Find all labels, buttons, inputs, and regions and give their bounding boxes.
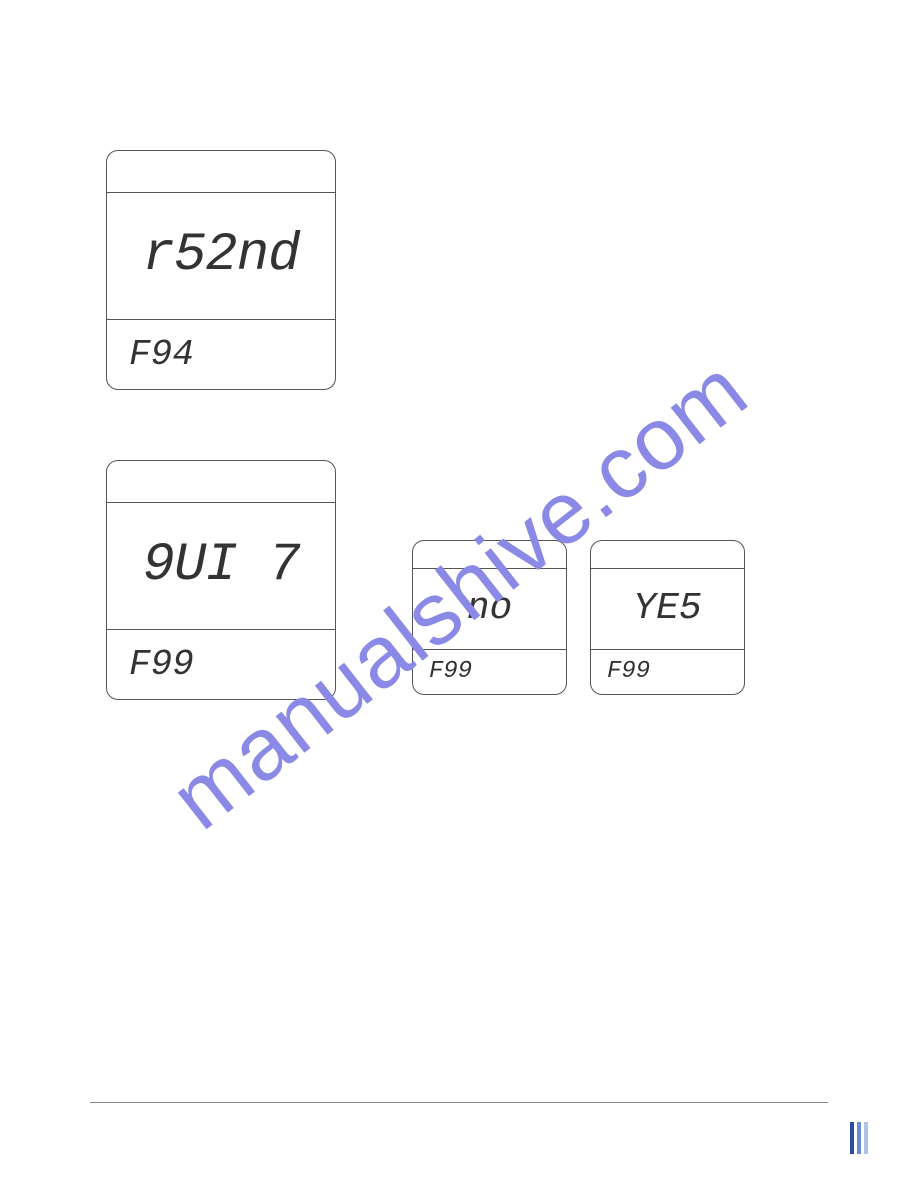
lcd-screen-no: no F99	[412, 540, 567, 695]
lcd-screen-quit: 9UI 7 F99	[106, 460, 336, 700]
lcd-top-band	[107, 461, 335, 503]
lcd-function-label: F99	[591, 650, 744, 694]
lcd-function-label: F94	[107, 320, 335, 389]
page-marker-bar	[857, 1122, 861, 1154]
footer-rule	[90, 1102, 828, 1103]
lcd-top-band	[107, 151, 335, 193]
page-marker-bar	[864, 1122, 868, 1154]
lcd-main-display: YE5	[591, 569, 744, 650]
page-marker-bar	[850, 1122, 854, 1154]
lcd-screen-f94: r52nd F94	[106, 150, 336, 390]
lcd-main-display: r52nd	[107, 193, 335, 320]
lcd-function-label: F99	[413, 650, 566, 694]
lcd-top-band	[413, 541, 566, 569]
lcd-top-band	[591, 541, 744, 569]
page-marker	[850, 1122, 868, 1154]
document-page: r52nd F94 9UI 7 F99 no F99 YE5 F99 manua…	[0, 0, 918, 1188]
lcd-main-display: no	[413, 569, 566, 650]
lcd-function-label: F99	[107, 630, 335, 699]
lcd-screen-yes: YE5 F99	[590, 540, 745, 695]
lcd-main-display: 9UI 7	[107, 503, 335, 630]
